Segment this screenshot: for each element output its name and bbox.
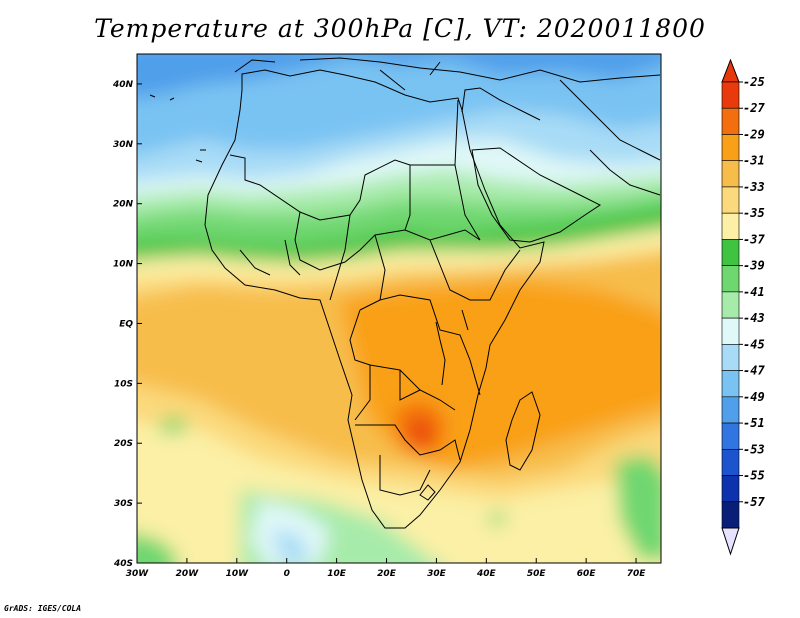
lon-tick-label: 0 [284,569,290,579]
colorbar-swatch [721,134,740,162]
colorbar-top-arrow [721,58,740,83]
colorbar-label: -47 [743,364,765,378]
colorbar-label: -35 [743,206,765,220]
lat-tick-label: 20S [114,439,133,449]
colorbar-label: -25 [743,75,765,89]
colorbar-label: -43 [743,311,765,325]
lon-tick-label: 20E [377,569,397,579]
lon-tick-label: 50E [527,569,547,579]
map-frame [136,53,662,564]
lat-tick-label: 30N [113,140,134,150]
colorbar-label: -41 [743,285,765,299]
colorbar-label: -45 [743,337,765,351]
lon-tick-label: 60E [577,569,597,579]
colorbar-label: -53 [743,442,765,456]
colorbar-label: -33 [743,180,765,194]
colorbar-swatch [721,265,740,293]
lat-tick-label: 40S [113,559,133,569]
map-title: Temperature at 300hPa [C], VT: 202001180… [94,14,706,43]
lat-tick-label: 40N [112,80,134,90]
credit-label: GrADS: IGES/COLA [4,604,82,613]
colorbar-swatch [721,291,740,319]
colorbar-swatch [721,475,740,503]
lat-tick-label: EQ [119,319,133,329]
colorbar-swatch [721,107,740,135]
lat-tick-label: 10S [114,379,133,389]
colorbar-swatch [721,186,740,214]
lat-tick-label: 10N [113,260,134,270]
country-borders [149,57,661,529]
lon-tick-label: 30E [427,569,447,579]
lat-tick-label: 20N [113,200,134,210]
temperature-field [137,54,661,563]
colorbar-label: -55 [743,469,765,483]
lon-tick-label: 30W [126,569,150,579]
colorbar-swatch [721,344,740,371]
longitude-axis: 30W 20W 10W 0 10E 20E 30E 40E 50E 60E 70E [126,558,646,579]
colorbar-swatch [721,239,740,266]
lon-tick-label: 40E [476,569,497,579]
colorbar-label: -49 [743,390,765,404]
colorbar-label: -39 [743,259,765,273]
colorbar-swatch [721,370,740,398]
latitude-axis: 40N 30N 20N 10N EQ 10S 20S 30S 40S [112,80,142,569]
lon-tick-label: 20W [176,569,200,579]
colorbar-swatch [721,160,740,188]
colorbar-swatch [721,448,740,476]
colorbar-swatch [721,317,740,345]
colorbar-label: -31 [743,154,765,168]
colorbar-swatch [721,212,740,240]
colorbar-bottom-arrow [721,527,740,556]
colorbar-swatch [721,396,740,424]
colorbar-swatch [721,81,740,109]
colorbar-swatch [721,422,740,450]
colorbar-label: -37 [743,232,765,246]
colorbar-label: -29 [743,127,765,141]
lon-tick-label: 10E [327,569,347,579]
colorbar-swatch [721,501,740,529]
lon-tick-label: 10W [226,569,250,579]
colorbar: -25 -27 -29 -31 -33 -35 -37 -39 -41 -43 -45 -47 -49 -… [721,58,765,556]
colorbar-label: -27 [743,101,765,115]
colorbar-label: -51 [743,416,765,430]
lon-tick-label: 70E [627,569,647,579]
colorbar-label: -57 [743,495,765,509]
lat-tick-label: 30S [114,499,133,509]
